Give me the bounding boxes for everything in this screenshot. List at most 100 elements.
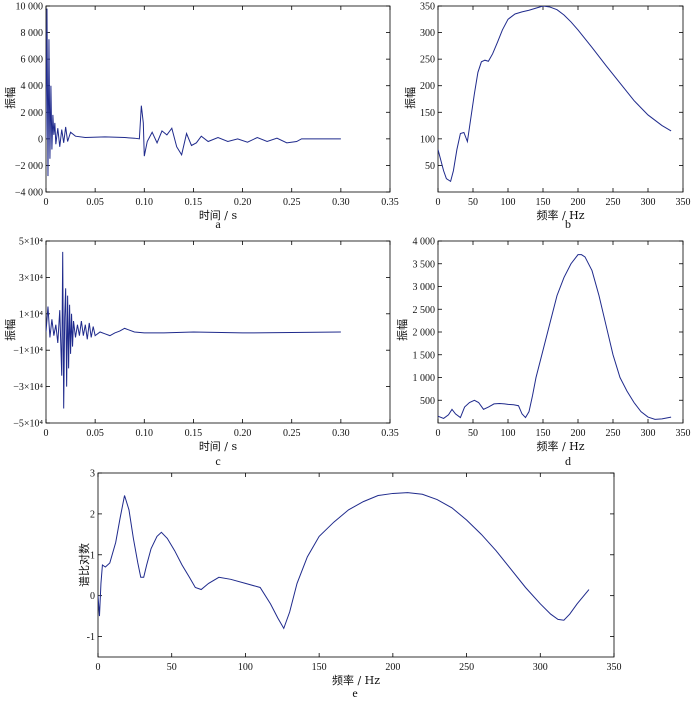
x-tick-label: 350 <box>676 428 691 439</box>
y-tick-label: 6 000 <box>21 55 44 66</box>
y-tick-label: 150 <box>420 108 435 119</box>
y-tick-label: 350 <box>420 2 435 13</box>
panel-letter: e <box>352 686 357 700</box>
y-axis-label: 振幅 <box>403 87 417 109</box>
y-axis-label: 振幅 <box>395 319 409 341</box>
y-tick-label: 2 000 <box>21 108 44 119</box>
chart-panel-b: 0 50 100 150 200 250 300 350 50 100 150 200 250 300 35… <box>403 2 691 232</box>
y-tick-label: 3 000 <box>413 282 436 293</box>
x-tick-label: 0.15 <box>185 197 203 208</box>
y-tick-label: 3×10⁴ <box>19 273 44 284</box>
series-line-b <box>438 6 672 183</box>
y-tick-label: 50 <box>425 161 435 172</box>
x-tick-label: 200 <box>385 662 400 673</box>
y-tick-label: 2 <box>90 509 95 520</box>
x-axis-label: 时间 / s <box>199 209 238 222</box>
y-tick-label: 500 <box>420 396 435 407</box>
x-axis-label: 频率 / Hz <box>332 673 380 687</box>
x-tick-label: 150 <box>536 197 551 208</box>
y-tick-label: −1×10⁴ <box>13 346 43 357</box>
x-tick-label: 250 <box>606 428 621 439</box>
x-tick-label: 200 <box>571 197 586 208</box>
y-axis-label: 振幅 <box>3 87 17 109</box>
x-tick-label: 150 <box>536 428 551 439</box>
x-tick-label: 0.20 <box>234 428 252 439</box>
x-tick-label: 50 <box>468 428 478 439</box>
series-line-d <box>438 254 672 420</box>
x-tick-label: 250 <box>459 662 474 673</box>
y-axis-label: 振幅 <box>3 319 17 341</box>
x-tick-label: 350 <box>607 662 622 673</box>
chart-panel-c: 0 0.05 0.10 0.15 0.20 0.25 0.30 0.35 −5×10⁴ −3×10… <box>3 237 399 469</box>
y-tick-label: 4 000 <box>21 81 44 92</box>
chart-panel-e: 0 50 100 150 200 250 300 350 -1 0 1 2 3 频率 / Hz 谱比对数 e <box>77 469 622 701</box>
series-line-c <box>46 251 341 409</box>
plot-frame-a <box>45 5 391 193</box>
x-tick-label: 300 <box>641 197 656 208</box>
x-axis-label: 频率 / Hz <box>536 208 584 222</box>
y-tick-label: 0 <box>38 134 43 145</box>
panel-letter: c <box>215 454 220 468</box>
panel-letter: d <box>565 454 571 468</box>
y-tick-label: 200 <box>420 81 435 92</box>
x-tick-label: 0.05 <box>86 428 104 439</box>
panel-letter: b <box>565 217 571 231</box>
x-tick-label: 250 <box>606 197 621 208</box>
y-tick-label: 100 <box>420 134 435 145</box>
y-tick-label: 0 <box>90 591 95 602</box>
x-tick-label: 0.30 <box>332 428 350 439</box>
y-tick-label: 2 000 <box>413 328 436 339</box>
x-axis-label: 频率 / Hz <box>536 439 584 453</box>
plot-frame-d <box>437 240 684 424</box>
y-tick-label: 3 500 <box>413 259 436 270</box>
x-tick-label: 0 <box>436 428 441 439</box>
x-tick-label: 0.15 <box>185 428 203 439</box>
x-tick-label: 0.35 <box>381 428 399 439</box>
x-tick-label: 100 <box>501 428 516 439</box>
x-tick-label: 200 <box>571 428 586 439</box>
y-tick-label: 10 000 <box>16 2 44 13</box>
chart-panel-a: 0 0.05 0.10 0.15 0.20 0.25 0.30 0.35 −4 000 −2 00… <box>3 2 399 232</box>
panel-letter: a <box>215 217 221 231</box>
x-tick-label: 0.25 <box>283 197 301 208</box>
y-tick-label: -1 <box>87 632 95 643</box>
chart-panel-d: 0 50 100 150 200 250 300 350 500 1 000 1 500 2 000 2… <box>395 237 691 469</box>
y-tick-label: 2 500 <box>413 305 436 316</box>
x-tick-label: 0.10 <box>136 197 154 208</box>
x-tick-label: 350 <box>676 197 691 208</box>
x-tick-label: 300 <box>533 662 548 673</box>
x-tick-label: 150 <box>312 662 327 673</box>
x-tick-label: 0.30 <box>332 197 350 208</box>
plot-frame-e <box>97 472 615 658</box>
plot-frame-b <box>437 5 684 193</box>
x-tick-label: 0 <box>96 662 101 673</box>
y-tick-label: −3×10⁴ <box>13 382 43 393</box>
y-tick-label: −2 000 <box>15 161 43 172</box>
series-line-a <box>46 8 341 177</box>
x-tick-label: 100 <box>501 197 516 208</box>
x-tick-label: 0 <box>44 428 49 439</box>
y-tick-label: 300 <box>420 28 435 39</box>
x-tick-label: 0.10 <box>136 428 154 439</box>
y-tick-label: −4 000 <box>15 188 43 199</box>
y-tick-label: 4 000 <box>413 237 436 248</box>
x-tick-label: 50 <box>468 197 478 208</box>
x-tick-label: 100 <box>238 662 253 673</box>
y-tick-label: 1 000 <box>413 373 436 384</box>
y-tick-label: 3 <box>90 469 95 480</box>
y-axis-label: 谱比对数 <box>77 543 91 587</box>
x-tick-label: 0.25 <box>283 428 301 439</box>
x-tick-label: 0.05 <box>86 197 104 208</box>
y-tick-label: 250 <box>420 55 435 66</box>
x-tick-label: 0 <box>436 197 441 208</box>
y-tick-label: 1×10⁴ <box>19 309 44 320</box>
x-axis-label: 时间 / s <box>199 440 238 453</box>
y-tick-label: 8 000 <box>21 28 44 39</box>
x-tick-label: 0 <box>44 197 49 208</box>
y-tick-label: 1 500 <box>413 350 436 361</box>
series-line-e <box>98 492 590 630</box>
y-tick-label: 1 <box>90 550 95 561</box>
x-tick-label: 0.35 <box>381 197 399 208</box>
x-tick-label: 0.20 <box>234 197 252 208</box>
